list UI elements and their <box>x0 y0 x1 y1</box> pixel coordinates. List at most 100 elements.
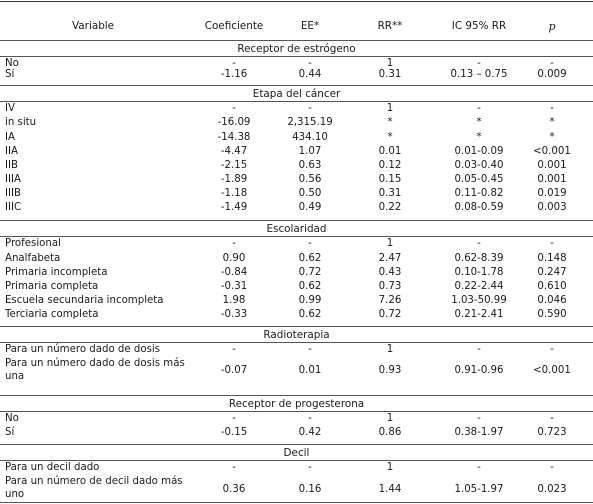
cell-coeficiente: -4.47 <box>220 146 248 157</box>
cell-variable: No <box>5 58 19 69</box>
cell-ic: 0.62-8.39 <box>454 253 504 264</box>
cell-p: - <box>550 413 554 424</box>
cell-variable: Profesional <box>5 238 61 249</box>
cell-coeficiente: 1.98 <box>222 295 246 306</box>
cell-p: 0.723 <box>537 427 567 438</box>
cell-rr: 0.73 <box>378 281 402 292</box>
cell-ee: 0.50 <box>298 188 322 199</box>
cell-ee: 0.56 <box>298 174 322 185</box>
cell-variable: Sí <box>5 427 15 438</box>
cell-rr: 0.43 <box>378 267 402 278</box>
section-title: Radioterapia <box>263 329 330 341</box>
header-ee: EE* <box>300 20 320 32</box>
table-row: IIIC -1.49 0.49 0.22 0.08-0.59 0.003 <box>0 201 593 214</box>
cell-ic: 1.03-50.99 <box>451 295 507 306</box>
cell-rr: 1 <box>386 413 394 424</box>
cell-ee: 0.01 <box>298 365 322 376</box>
cell-p: 0.009 <box>537 69 567 80</box>
cell-variable: Analfabeta <box>5 253 61 264</box>
cell-variable: IA <box>5 132 15 143</box>
cell-ic: 0.03-0.40 <box>454 160 504 171</box>
cell-ic: - <box>477 462 481 473</box>
cell-p: 0.590 <box>537 309 567 320</box>
cell-p: 0.001 <box>537 174 567 185</box>
table-row: IIIB -1.18 0.50 0.31 0.11-0.82 0.019 <box>0 187 593 200</box>
section-rule <box>0 40 593 41</box>
cell-rr: 0.31 <box>378 69 402 80</box>
cell-variable: Para un número dado de dosis <box>5 344 161 355</box>
cell-rr: 0.22 <box>378 202 402 213</box>
cell-ee: 0.16 <box>298 484 322 495</box>
cell-p: 0.003 <box>537 202 567 213</box>
section-rule <box>0 101 593 102</box>
cell-ic: * <box>476 117 482 128</box>
cell-coeficiente: -16.09 <box>217 117 251 128</box>
cell-variable: IIIB <box>5 188 22 199</box>
cell-p: 0.019 <box>537 188 567 199</box>
cell-p: * <box>549 132 555 143</box>
cell-ic: - <box>477 103 481 114</box>
cell-ee: 0.49 <box>298 202 322 213</box>
cell-p: 0.610 <box>537 281 567 292</box>
cell-variable: Para un número de decil dado más uno <box>5 476 183 500</box>
cell-p: - <box>550 238 554 249</box>
table-row: Primaria incompleta -0.84 0.72 0.43 0.10… <box>0 266 593 279</box>
table-top-rule <box>0 1 593 2</box>
cell-ic: 0.11-0.82 <box>454 188 504 199</box>
cell-coeficiente: -1.18 <box>220 188 248 199</box>
section-title: Etapa del cáncer <box>252 88 341 100</box>
cell-coeficiente: -0.84 <box>220 267 248 278</box>
cell-rr: 0.86 <box>378 427 402 438</box>
table-row: Analfabeta 0.90 0.62 2.47 0.62-8.39 0.14… <box>0 252 593 265</box>
cell-ic: 0.10-1.78 <box>454 267 504 278</box>
table-row: Sí -0.15 0.42 0.86 0.38-1.97 0.723 <box>0 426 593 439</box>
cell-rr: 0.31 <box>378 188 402 199</box>
cell-ee: 2,315.19 <box>287 117 333 128</box>
cell-ee: 0.62 <box>298 281 322 292</box>
table-row: IIIA -1.89 0.56 0.15 0.05-0.45 0.001 <box>0 173 593 186</box>
section-rule <box>0 326 593 327</box>
cell-coeficiente: - <box>232 344 236 355</box>
cell-ic: 0.38-1.97 <box>454 427 504 438</box>
cell-p: <0.001 <box>533 146 571 157</box>
cell-variable: Sí <box>5 69 15 80</box>
cell-ee: - <box>308 462 312 473</box>
cell-coeficiente: 0.90 <box>222 253 246 264</box>
section-title: Receptor de estrógeno <box>237 43 356 55</box>
cell-variable: IIIA <box>5 174 21 185</box>
cell-ic: - <box>477 238 481 249</box>
cell-rr: 0.93 <box>378 365 402 376</box>
cell-rr: 1 <box>386 103 394 114</box>
header-coeficiente: Coeficiente <box>204 20 264 32</box>
cell-ic: 0.05-0.45 <box>454 174 504 185</box>
section-rule <box>0 460 593 461</box>
cell-rr: 7.26 <box>378 295 402 306</box>
section-rule <box>0 342 593 343</box>
cell-rr: 2.47 <box>378 253 402 264</box>
cell-variable: Escuela secundaria incompleta <box>5 295 164 306</box>
cell-coeficiente: - <box>232 238 236 249</box>
table-row: Para un número dado de dosis más una -0.… <box>0 357 593 385</box>
table-row: IA -14.38 434.10 * * * <box>0 131 593 144</box>
cell-variable: Primaria incompleta <box>5 267 108 278</box>
table-row: in situ -16.09 2,315.19 * * * <box>0 116 593 129</box>
cell-variable: Para un decil dado <box>5 462 100 473</box>
table-row: IIB -2.15 0.63 0.12 0.03-0.40 0.001 <box>0 159 593 172</box>
header-rr: RR** <box>377 20 403 32</box>
cell-rr: 1 <box>386 58 394 69</box>
cell-ee: 0.44 <box>298 69 322 80</box>
cell-ee: 0.62 <box>298 309 322 320</box>
table-row: Profesional - - 1 - - <box>0 237 593 250</box>
section-rule <box>0 395 593 396</box>
cell-coeficiente: 0.36 <box>222 484 246 495</box>
cell-variable: IV <box>5 103 15 114</box>
cell-ee: 0.72 <box>298 267 322 278</box>
table-row: IIA -4.47 1.07 0.01 0.01-0.09 <0.001 <box>0 145 593 158</box>
table-row: Terciaria completa -0.33 0.62 0.72 0.21-… <box>0 308 593 321</box>
cell-rr: 0.15 <box>378 174 402 185</box>
table-row: Primaria completa -0.31 0.62 0.73 0.22-2… <box>0 280 593 293</box>
section-title: Decil <box>283 447 310 459</box>
table-row: IV - - 1 - - <box>0 102 593 115</box>
cell-p: <0.001 <box>533 365 571 376</box>
